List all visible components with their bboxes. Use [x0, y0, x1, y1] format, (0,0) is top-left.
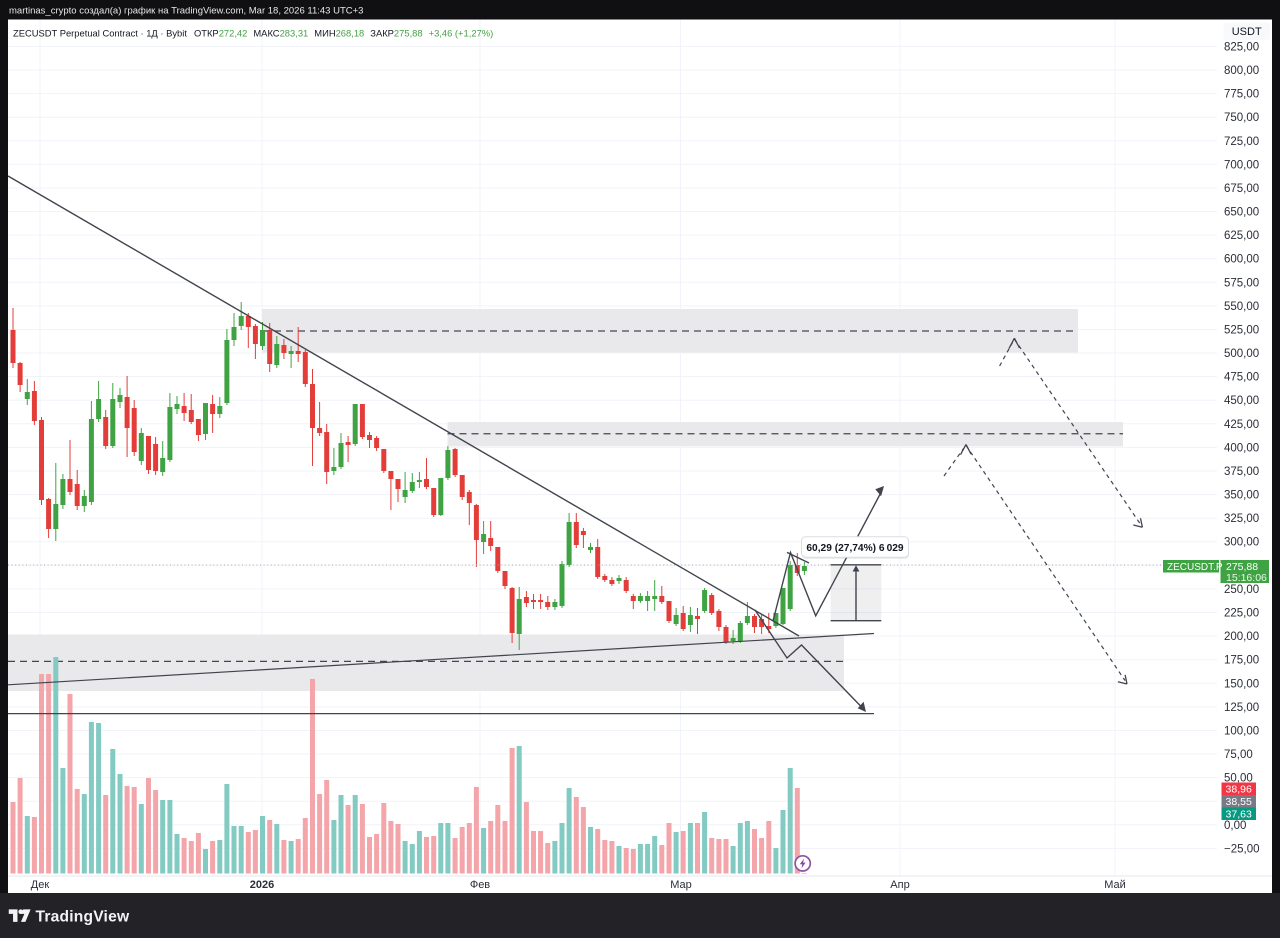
svg-text:Май: Май [1104, 879, 1126, 891]
svg-text:38,55: 38,55 [1226, 796, 1252, 808]
svg-text:575,00: 575,00 [1224, 277, 1259, 289]
svg-text:275,88: 275,88 [1226, 561, 1258, 573]
svg-text:Дек: Дек [31, 879, 50, 891]
svg-text:USDT: USDT [1232, 26, 1262, 38]
svg-text:Апр: Апр [890, 879, 909, 891]
svg-text:Фев: Фев [470, 879, 490, 891]
svg-text:60,29 (27,74%) 6 029: 60,29 (27,74%) 6 029 [806, 543, 904, 554]
svg-text:2026: 2026 [250, 879, 274, 891]
svg-text:Мар: Мар [670, 879, 692, 891]
svg-text:550,00: 550,00 [1224, 301, 1259, 313]
svg-text:450,00: 450,00 [1224, 395, 1259, 407]
svg-text:175,00: 175,00 [1224, 655, 1259, 667]
svg-text:750,00: 750,00 [1224, 112, 1259, 124]
svg-text:200,00: 200,00 [1224, 631, 1259, 643]
svg-text:250,00: 250,00 [1224, 584, 1259, 596]
svg-text:650,00: 650,00 [1224, 207, 1259, 219]
svg-text:ZECUSDT.P: ZECUSDT.P [1167, 562, 1223, 573]
svg-text:225,00: 225,00 [1224, 608, 1259, 620]
svg-text:−25,00: −25,00 [1224, 843, 1260, 855]
svg-text:ZECUSDT Perpetual Contract · 1: ZECUSDT Perpetual Contract · 1Д · Bybit О… [13, 28, 493, 39]
svg-text:martinas_crypto создал(а) граф: martinas_crypto создал(а) график на Trad… [9, 6, 363, 17]
svg-text:TradingView: TradingView [36, 909, 130, 926]
svg-text:525,00: 525,00 [1224, 325, 1259, 337]
svg-text:725,00: 725,00 [1224, 136, 1259, 148]
svg-text:425,00: 425,00 [1224, 419, 1259, 431]
svg-text:50,00: 50,00 [1224, 773, 1253, 785]
svg-text:150,00: 150,00 [1224, 678, 1259, 690]
svg-text:400,00: 400,00 [1224, 442, 1259, 454]
svg-text:700,00: 700,00 [1224, 159, 1259, 171]
svg-text:375,00: 375,00 [1224, 466, 1259, 478]
svg-text:825,00: 825,00 [1224, 41, 1259, 53]
svg-text:625,00: 625,00 [1224, 230, 1259, 242]
svg-text:125,00: 125,00 [1224, 702, 1259, 714]
svg-text:800,00: 800,00 [1224, 65, 1259, 77]
svg-text:37,63: 37,63 [1226, 808, 1252, 820]
svg-text:675,00: 675,00 [1224, 183, 1259, 195]
svg-text:475,00: 475,00 [1224, 372, 1259, 384]
svg-text:600,00: 600,00 [1224, 254, 1259, 266]
svg-text:15:16:06: 15:16:06 [1226, 572, 1267, 584]
svg-text:500,00: 500,00 [1224, 348, 1259, 360]
svg-text:75,00: 75,00 [1224, 749, 1253, 761]
svg-text:775,00: 775,00 [1224, 89, 1259, 101]
svg-text:0,00: 0,00 [1224, 820, 1246, 832]
svg-text:100,00: 100,00 [1224, 726, 1259, 738]
svg-text:38,96: 38,96 [1226, 783, 1252, 795]
svg-text:325,00: 325,00 [1224, 513, 1259, 525]
svg-text:300,00: 300,00 [1224, 537, 1259, 549]
svg-text:350,00: 350,00 [1224, 490, 1259, 502]
